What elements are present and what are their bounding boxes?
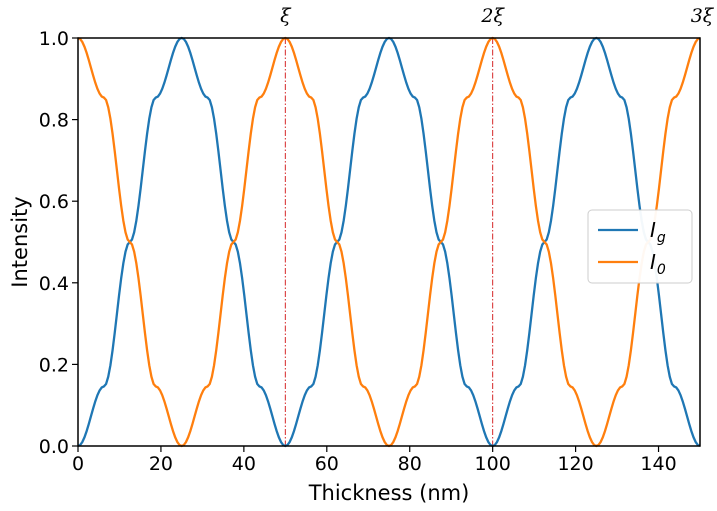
- x-axis-title: Thickness (nm): [308, 481, 470, 505]
- marker-label-2: 3ξ: [691, 5, 715, 27]
- x-tick-label: 60: [315, 453, 339, 475]
- legend-subscript: 0: [657, 262, 666, 278]
- top-marker-labels: ξ 2ξ 3ξ: [280, 5, 715, 27]
- marker-label-0: ξ: [280, 5, 292, 27]
- x-axis-ticks: 0 20 40 60 80 100 120 140: [72, 446, 677, 475]
- y-tick-label: 0.0: [39, 436, 69, 458]
- legend-box: [587, 209, 693, 284]
- y-axis-title: Intensity: [8, 196, 32, 287]
- y-axis-ticks: 0.0 0.2 0.4 0.6 0.8 1.0: [39, 28, 78, 458]
- y-tick-label: 0.8: [39, 110, 69, 132]
- legend-subscript: g: [657, 230, 666, 246]
- x-tick-label: 80: [398, 453, 422, 475]
- y-tick-label: 0.4: [39, 273, 69, 295]
- marker-label-1: 2ξ: [480, 5, 505, 27]
- plot-frame: [77, 37, 701, 447]
- x-tick-label: 20: [149, 453, 173, 475]
- x-tick-label: 140: [640, 453, 676, 475]
- x-tick-label: 100: [475, 453, 511, 475]
- x-tick-label: 120: [557, 453, 593, 475]
- y-tick-label: 0.2: [39, 354, 69, 376]
- y-tick-label: 1.0: [39, 28, 69, 50]
- x-tick-label: 40: [232, 453, 256, 475]
- x-tick-label: 0: [72, 453, 84, 475]
- y-tick-label: 0.6: [39, 191, 69, 213]
